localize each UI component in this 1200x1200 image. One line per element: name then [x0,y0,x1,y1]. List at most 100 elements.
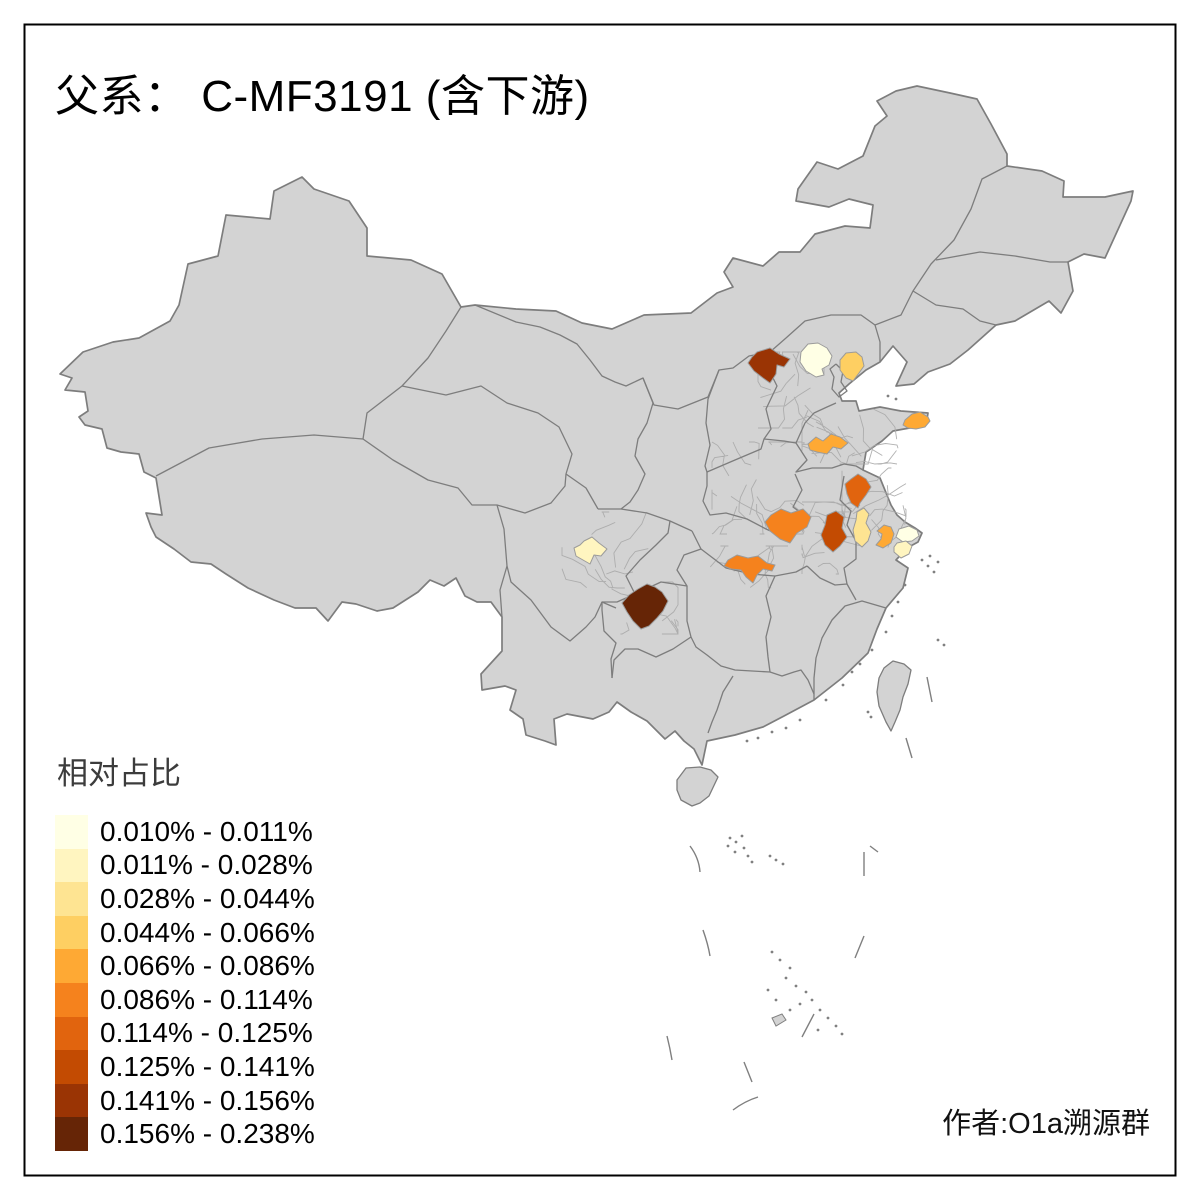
islet-29 [742,846,746,850]
hainan-island [676,766,719,807]
province-border-6 [598,508,693,532]
region-10 [875,524,895,549]
province-border-23 [813,600,887,700]
islet-38 [778,958,782,962]
legend-class-label: 0.010% - 0.011% [100,815,313,847]
sea-dash-10 [732,1096,759,1111]
islet-20 [866,710,870,714]
legend-class-label: 0.141% - 0.156% [100,1084,315,1116]
credit-text: 作者:O1a溯源群 [942,1108,1150,1140]
province-border-5 [506,565,617,642]
province-border-17 [935,251,1068,263]
legend-row: 0.066% - 0.086% [55,949,315,983]
islet-41 [794,984,798,988]
sea-dash-4 [905,737,913,759]
sea-dash-6 [702,929,711,957]
islet-15 [798,718,802,722]
islet-22 [936,638,940,642]
legend-class-label: 0.028% - 0.044% [100,882,315,914]
province-border-21 [806,565,848,586]
province-border-22 [843,541,857,601]
sea-dash-1 [689,845,701,873]
islet-2 [926,564,930,568]
sea-dash-8 [666,1035,673,1061]
province-border-26 [707,675,734,734]
province-border-13 [812,463,864,471]
page-title: 父系： C-MF3191 (含下游) [55,72,590,121]
province-border-8 [625,520,671,595]
sea-dash-3 [926,676,933,703]
islet-4 [936,560,940,564]
islet-18 [756,736,760,740]
islet-52 [766,988,770,992]
region-02 [799,342,833,378]
legend-title: 相对占比 [57,756,181,791]
legend-class-label: 0.011% - 0.028% [100,849,313,881]
islet-14 [824,698,828,702]
province-border-15 [839,475,857,542]
islet-27 [734,840,738,844]
region-05 [807,433,849,455]
sea-dash-9 [801,1013,815,1038]
islet-17 [770,730,774,734]
province-border-3 [401,385,599,510]
province-border-24 [765,575,776,673]
legend-row: 0.125% - 0.141% [55,1050,315,1084]
islet-43 [810,998,814,1002]
islet-42 [804,990,808,994]
islet-19 [745,739,749,743]
islet-5 [928,554,932,558]
legend-row: 0.044% - 0.066% [55,915,315,950]
province-border-30 [620,377,654,510]
region-15 [621,583,669,630]
islet-39 [788,966,792,970]
legend-rows: 0.010% - 0.011% 0.011% - 0.028% 0.028% - 0… [55,815,315,1151]
islet-50 [788,1008,792,1012]
islet-37 [770,950,774,954]
legend-swatch-7 [55,1016,88,1051]
islet-46 [826,1016,830,1020]
islet-9 [884,630,888,634]
legend-class-label: 0.156% - 0.238% [100,1118,315,1150]
province-border-28 [601,602,617,679]
islet-13 [841,683,845,687]
islet-polygon [771,1013,787,1027]
province-border-11 [763,402,837,444]
islet-47 [834,1024,838,1028]
islet-40 [784,976,788,980]
islet-7 [896,600,900,604]
legend-swatch-6 [55,982,88,1017]
islet-35 [774,858,778,862]
legend-swatch-10 [55,1117,88,1151]
legend-row: 0.011% - 0.028% [55,848,315,883]
legend-swatch-4 [55,915,88,950]
islet-16 [784,726,788,730]
region-13 [723,554,776,584]
legend-swatch-8 [55,1050,88,1084]
islet-24 [886,394,890,398]
islet-26 [728,836,732,840]
legend-row: 0.114% - 0.125% [55,1016,315,1051]
province-border-14 [702,472,805,538]
region-08 [820,510,848,553]
region-12 [893,540,913,559]
islet-32 [750,860,754,864]
islet-45 [818,1008,822,1012]
sea-dash-11 [743,1061,753,1083]
legend-row: 0.010% - 0.011% [55,815,315,849]
islet-1 [920,558,924,562]
islet-48 [816,1028,820,1032]
taiwan-island [876,660,912,732]
sea-dash-7 [854,935,865,959]
province-border-18 [912,290,997,326]
islet-11 [858,662,862,666]
region-11 [895,525,920,543]
region-14 [573,536,608,565]
islet-6 [903,583,907,587]
legend-class-label: 0.044% - 0.066% [100,916,315,948]
islet-30 [733,850,737,854]
legend-swatch-9 [55,1083,88,1118]
province-border-19 [874,324,881,362]
